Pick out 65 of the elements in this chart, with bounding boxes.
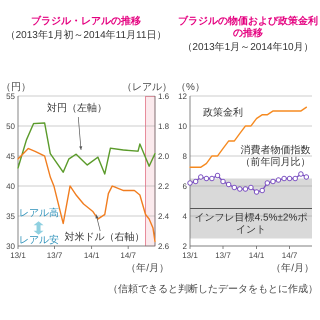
- point: [260, 188, 265, 194]
- point: [187, 180, 193, 186]
- point: [270, 178, 276, 184]
- x-tick-label: 13/1: [182, 251, 198, 260]
- point: [214, 172, 220, 178]
- chart-title: ブラジル・レアルの推移: [31, 15, 141, 27]
- y-tick-label: 10: [178, 122, 188, 131]
- y-tick-label: 55: [6, 92, 16, 101]
- chart-subtitle: （2013年1月初～2014年11月11日）: [6, 29, 166, 41]
- chart-title: ブラジルの物価および政策金利の推移: [178, 15, 318, 39]
- x-axis-title: （年/月）: [271, 262, 314, 274]
- x-tick-label: 14/1: [248, 251, 265, 260]
- y-tick-label: 30: [6, 242, 16, 251]
- y2-tick-label: 2.2: [158, 182, 170, 191]
- band-label: インフレ目標4.5%±2%ポイント: [194, 212, 308, 236]
- series-label: 対米ドル（右軸）: [64, 231, 144, 243]
- x-tick-label: 13/1: [10, 251, 26, 260]
- y-tick-label: 2: [182, 242, 188, 251]
- y2-tick-label: 2.4: [158, 212, 170, 221]
- point: [281, 176, 287, 182]
- y-axis-title: （円）: [1, 82, 31, 93]
- point: [248, 184, 254, 190]
- x-tick-label: 14/1: [84, 251, 100, 260]
- series-label: 消費者物価指数（前年同月比）: [240, 144, 310, 168]
- y-tick-label: 4: [182, 212, 188, 221]
- point: [304, 174, 310, 180]
- annotation: レアル高: [18, 207, 59, 219]
- x-tick-label: 13/7: [215, 251, 232, 260]
- series-label: 政策金利: [202, 106, 243, 118]
- y2-tick-label: 1.8: [158, 122, 170, 131]
- point: [226, 182, 232, 188]
- annotation: レアル安: [18, 234, 59, 246]
- x-axis-title: （年/月）: [126, 262, 169, 274]
- x-tick-label: 13/7: [46, 251, 63, 260]
- x-tick-label: 14/7: [120, 251, 136, 260]
- y-tick-label: 45: [6, 152, 16, 161]
- chart-subtitle: （2013年1月～2014年10月）: [182, 41, 314, 53]
- point: [232, 184, 238, 190]
- point: [192, 178, 198, 184]
- point: [298, 171, 304, 177]
- point: [237, 186, 242, 192]
- y-tick-label: 6: [182, 182, 188, 191]
- point: [204, 176, 210, 182]
- point: [276, 177, 282, 183]
- y2-axis-title: （レアル）: [122, 82, 172, 93]
- y2-tick-label: 2.0: [158, 152, 170, 161]
- y-tick-label: 8: [182, 152, 188, 161]
- y-axis-title: （%）: [176, 82, 205, 93]
- point: [286, 176, 292, 182]
- point: [254, 189, 260, 195]
- series-label: 対円（左軸）: [46, 102, 107, 114]
- point: [209, 176, 215, 182]
- y2-tick-label: 2.6: [158, 242, 170, 251]
- x-tick-label: 14/7: [282, 251, 298, 260]
- y-tick-label: 40: [6, 182, 16, 191]
- y-tick-label: 12: [178, 92, 188, 101]
- y-tick-label: 50: [6, 122, 16, 131]
- y2-tick-label: 1.6: [158, 92, 170, 101]
- point: [220, 178, 226, 184]
- point: [198, 174, 204, 180]
- y-tick-label: 35: [6, 212, 16, 221]
- point: [292, 176, 298, 182]
- point: [264, 180, 270, 186]
- point: [242, 186, 248, 192]
- text: （信頼できると判断したデータをもとに作成）: [108, 283, 318, 295]
